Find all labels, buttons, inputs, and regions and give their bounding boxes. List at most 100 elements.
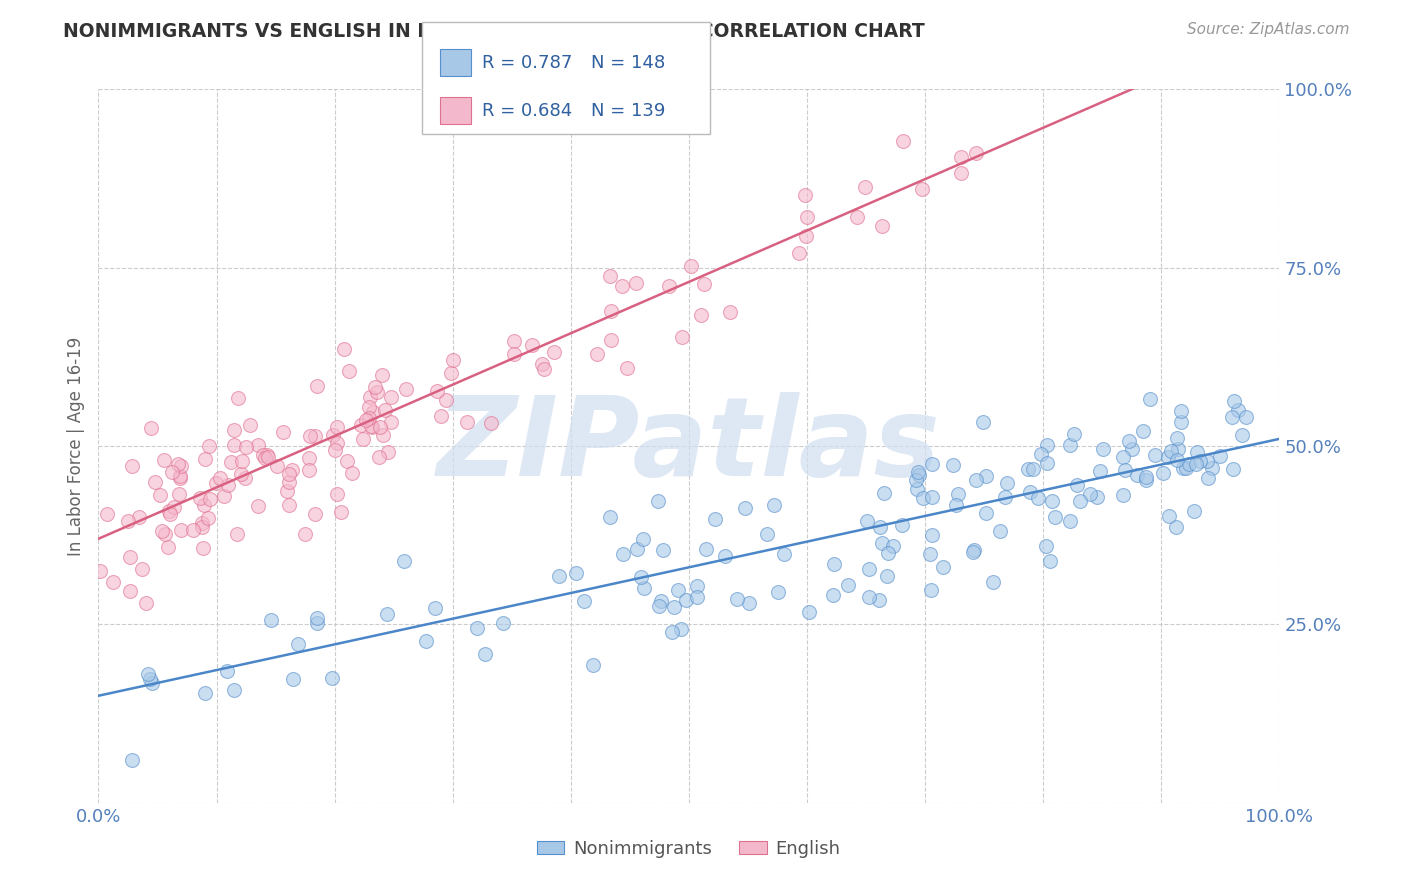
Point bbox=[1171, 460, 1194, 475]
Point bbox=[872, 486, 894, 500]
Point bbox=[988, 524, 1011, 539]
Point bbox=[582, 657, 605, 672]
Point bbox=[259, 614, 281, 628]
Point bbox=[120, 584, 142, 599]
Point bbox=[1234, 410, 1257, 425]
Point bbox=[965, 146, 987, 161]
Point bbox=[1078, 486, 1101, 500]
Point bbox=[359, 391, 381, 405]
Point bbox=[703, 512, 725, 526]
Point bbox=[298, 462, 321, 476]
Point bbox=[586, 347, 609, 361]
Point bbox=[1059, 514, 1081, 528]
Point bbox=[1039, 554, 1062, 568]
Point bbox=[143, 475, 166, 489]
Point bbox=[194, 451, 217, 466]
Point bbox=[374, 402, 396, 417]
Point bbox=[215, 664, 238, 678]
Point bbox=[235, 440, 257, 454]
Point bbox=[157, 540, 180, 554]
Point bbox=[325, 487, 347, 501]
Point bbox=[307, 379, 329, 393]
Point bbox=[503, 347, 526, 361]
Point bbox=[278, 467, 301, 482]
Point bbox=[564, 566, 586, 581]
Point bbox=[631, 532, 654, 546]
Point bbox=[1144, 448, 1167, 462]
Point bbox=[1118, 434, 1140, 448]
Point bbox=[246, 438, 269, 452]
Text: N = 139: N = 139 bbox=[591, 102, 665, 120]
Point bbox=[415, 634, 437, 648]
Point bbox=[872, 219, 894, 233]
Point bbox=[921, 528, 943, 542]
Point bbox=[194, 686, 217, 700]
Point bbox=[170, 524, 193, 538]
Point bbox=[231, 453, 253, 467]
Point bbox=[1222, 462, 1244, 476]
Point bbox=[1170, 404, 1192, 418]
Point bbox=[256, 448, 278, 462]
Point bbox=[543, 345, 565, 359]
Point bbox=[360, 419, 382, 434]
Point bbox=[121, 754, 143, 768]
Point bbox=[520, 337, 543, 351]
Point bbox=[787, 246, 810, 260]
Point bbox=[281, 463, 304, 477]
Point bbox=[858, 562, 880, 576]
Point bbox=[876, 546, 898, 560]
Point bbox=[281, 672, 304, 686]
Point bbox=[224, 683, 246, 698]
Point bbox=[167, 457, 190, 471]
Point bbox=[307, 616, 329, 631]
Point bbox=[725, 592, 748, 607]
Point bbox=[157, 504, 180, 518]
Point bbox=[734, 500, 756, 515]
Point bbox=[1157, 450, 1180, 465]
Point bbox=[1121, 442, 1143, 456]
Point bbox=[131, 562, 153, 576]
Point bbox=[361, 420, 384, 434]
Point bbox=[1227, 403, 1250, 417]
Point bbox=[139, 673, 162, 687]
Point bbox=[921, 491, 943, 505]
Point bbox=[298, 451, 321, 466]
Point bbox=[380, 390, 402, 404]
Point bbox=[995, 476, 1018, 491]
Point bbox=[1230, 428, 1253, 442]
Point bbox=[163, 500, 186, 514]
Point bbox=[823, 557, 845, 571]
Point bbox=[962, 544, 984, 558]
Point bbox=[548, 569, 571, 583]
Point bbox=[217, 478, 239, 492]
Point bbox=[252, 448, 274, 462]
Point bbox=[845, 210, 868, 224]
Point bbox=[1135, 473, 1157, 487]
Point bbox=[366, 384, 388, 399]
Point bbox=[364, 380, 387, 394]
Point bbox=[920, 547, 942, 561]
Point bbox=[325, 443, 347, 458]
Point bbox=[440, 366, 463, 380]
Point bbox=[1045, 510, 1067, 524]
Text: R = 0.684: R = 0.684 bbox=[482, 102, 572, 120]
Point bbox=[1220, 410, 1243, 425]
Point bbox=[1201, 460, 1223, 475]
Point bbox=[891, 134, 914, 148]
Point bbox=[773, 547, 796, 561]
Point bbox=[226, 391, 249, 405]
Point bbox=[876, 569, 898, 583]
Point bbox=[247, 499, 270, 513]
Text: ZIPatlas: ZIPatlas bbox=[437, 392, 941, 500]
Point bbox=[198, 439, 221, 453]
Point bbox=[326, 436, 349, 450]
Point bbox=[972, 415, 994, 429]
Point bbox=[160, 465, 183, 479]
Point bbox=[330, 506, 353, 520]
Point bbox=[946, 486, 969, 500]
Point bbox=[630, 570, 652, 584]
Point bbox=[533, 362, 555, 376]
Point bbox=[671, 329, 693, 343]
Point bbox=[333, 342, 356, 356]
Point bbox=[633, 581, 655, 595]
